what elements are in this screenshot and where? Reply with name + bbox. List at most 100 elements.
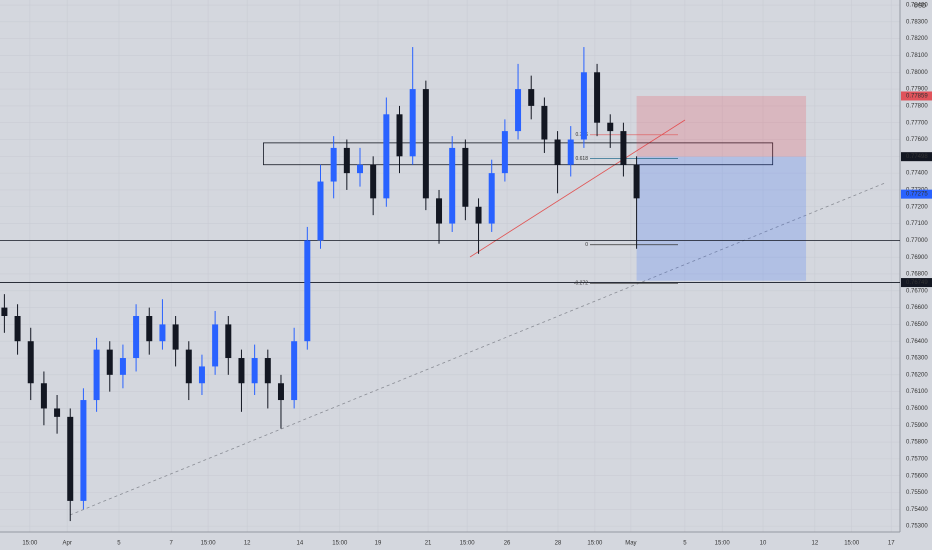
candle-body xyxy=(291,341,298,401)
candle-body xyxy=(436,198,443,224)
price-label-bg xyxy=(901,152,932,162)
trend-line xyxy=(69,182,886,516)
candle-body xyxy=(607,122,614,132)
candle-body xyxy=(159,324,166,342)
candle-body xyxy=(212,324,219,367)
candle-body xyxy=(1,307,8,317)
y-tick-label: 0.76300 xyxy=(906,356,928,362)
x-tick-label: 15:00 xyxy=(201,541,217,547)
fib-label: 0 xyxy=(585,242,588,248)
y-tick-label: 0.76400 xyxy=(906,339,928,345)
x-tick-label: Apr xyxy=(62,541,71,547)
y-tick-label: 0.77000 xyxy=(906,238,928,244)
y-tick-label: 0.76900 xyxy=(906,255,928,261)
price-label: 0.77275 xyxy=(906,192,928,198)
y-tick-label: 0.75800 xyxy=(906,440,928,446)
candle-body xyxy=(488,173,495,224)
candle-body xyxy=(106,349,113,375)
candle-body xyxy=(409,89,416,157)
x-tick-label: 28 xyxy=(555,541,562,547)
candle-body xyxy=(251,358,258,384)
price-label-bg xyxy=(901,189,932,199)
price-label-bg xyxy=(901,91,932,101)
candle-body xyxy=(567,139,574,165)
x-tick-label: 15:00 xyxy=(715,541,731,547)
y-tick-label: 0.75900 xyxy=(906,423,928,429)
price-label: 0.77859 xyxy=(906,94,928,100)
candle-body xyxy=(93,349,100,401)
y-tick-label: 0.77100 xyxy=(906,221,928,227)
price-label: 0.76749 xyxy=(906,280,928,286)
y-tick-label: 0.76100 xyxy=(906,389,928,395)
candle-body xyxy=(501,131,508,174)
y-tick-label: 0.75300 xyxy=(906,524,928,530)
y-tick-label: 0.76000 xyxy=(906,406,928,412)
y-tick-label: 0.76500 xyxy=(906,322,928,328)
candle-body xyxy=(238,358,245,384)
candle-body xyxy=(264,358,271,384)
candle-body xyxy=(225,324,232,359)
x-tick-label: 15:00 xyxy=(587,541,603,547)
y-tick-label: 0.76800 xyxy=(906,272,928,278)
y-tick-label: 0.78000 xyxy=(906,70,928,76)
candle-body xyxy=(146,316,153,342)
candle-body xyxy=(172,324,179,350)
stop-box xyxy=(636,95,807,157)
zone-box xyxy=(263,142,774,166)
x-tick-label: 7 xyxy=(170,541,174,547)
y-tick-label: 0.75600 xyxy=(906,473,928,479)
x-tick-label: 14 xyxy=(297,541,304,547)
y-tick-label: 0.77600 xyxy=(906,137,928,143)
price-label: 0.77498 xyxy=(906,154,928,160)
y-tick-label: 0.77900 xyxy=(906,87,928,93)
candle-body xyxy=(277,383,284,401)
x-tick-label: 15:00 xyxy=(22,541,38,547)
candle-body xyxy=(27,341,34,384)
y-tick-label: 0.77800 xyxy=(906,103,928,109)
y-tick-label: 0.78100 xyxy=(906,53,928,59)
y-tick-label: 0.78400 xyxy=(906,3,928,9)
candle-body xyxy=(580,72,587,140)
candle-body xyxy=(541,105,548,140)
candle-body xyxy=(304,240,311,342)
candle-body xyxy=(330,147,337,182)
x-tick-label: 5 xyxy=(117,541,121,547)
candle-body xyxy=(462,147,469,207)
currency: USD xyxy=(914,4,927,10)
candle-body xyxy=(475,206,482,224)
candle-body xyxy=(80,400,87,501)
y-tick-label: 0.78300 xyxy=(906,19,928,25)
candle-body xyxy=(14,316,21,342)
candle-body xyxy=(370,164,377,199)
candle-body xyxy=(185,349,192,384)
candle-body xyxy=(343,147,350,174)
candle-body xyxy=(422,89,429,199)
y-tick-label: 0.76700 xyxy=(906,288,928,294)
y-tick-label: 0.77200 xyxy=(906,204,928,210)
y-tick-label: 0.77400 xyxy=(906,171,928,177)
x-tick-label: 12 xyxy=(244,541,251,547)
candle-body xyxy=(594,72,601,123)
candle-body xyxy=(449,147,456,224)
x-tick-label: 26 xyxy=(504,541,511,547)
candle-body xyxy=(133,316,140,359)
fib-label: -0.272 xyxy=(574,281,588,287)
y-tick-label: 0.75700 xyxy=(906,456,928,462)
x-tick-label: 21 xyxy=(425,541,432,547)
x-tick-label: 15:00 xyxy=(844,541,860,547)
x-tick-label: 19 xyxy=(375,541,382,547)
x-tick-label: 10 xyxy=(760,541,767,547)
candle-body xyxy=(357,164,363,174)
candle-body xyxy=(119,358,126,375)
y-tick-label: 0.78200 xyxy=(906,36,928,42)
candle-body xyxy=(54,408,61,417)
y-tick-label: 0.76200 xyxy=(906,372,928,378)
y-tick-label: 0.76600 xyxy=(906,305,928,311)
y-tick-label: 0.77700 xyxy=(906,120,928,126)
candle-body xyxy=(396,114,403,157)
x-tick-label: 5 xyxy=(683,541,687,547)
candle-body xyxy=(633,164,640,199)
